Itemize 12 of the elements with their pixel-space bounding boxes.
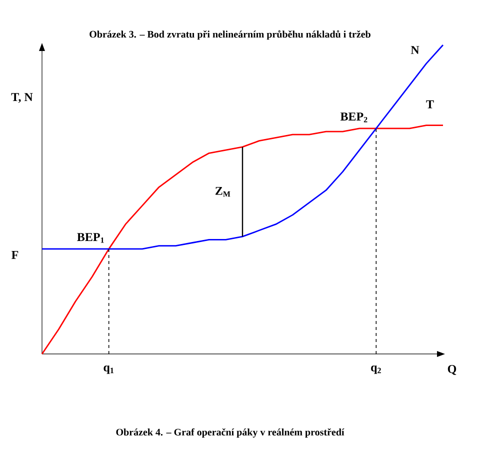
chart-title: Obrázek 3. – Bod zvratu při nelineárním průběhu nákladů i tržeb [90,30,370,40]
series-label: T [426,100,434,108]
annotation: BEP$_{2}$ [340,112,368,122]
series-label: N [410,46,420,54]
y-axis-title: T, N [11,93,33,103]
x-tick-label: q$_{1}$ [104,366,114,374]
annotation: Z$_{M}$ [215,186,230,197]
text: F [12,251,18,259]
x-axis-title: Q [448,365,456,375]
x-tick-label: q$_{2}$ [371,366,381,374]
text: Obrázek 4. – Graf operační páky v reálném prostředí [116,428,344,438]
annotation: BEP$_{1}$ [77,233,104,243]
